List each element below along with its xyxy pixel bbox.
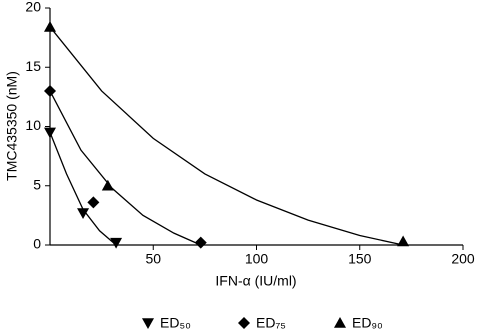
fit-curve <box>49 90 202 246</box>
point <box>110 237 123 249</box>
point <box>44 84 56 97</box>
point <box>44 20 56 32</box>
point <box>77 208 90 220</box>
point <box>397 235 410 247</box>
x-tick-label: 100 <box>245 251 269 267</box>
fit-curve <box>49 26 404 246</box>
y-tick-label: 10 <box>25 117 41 133</box>
point <box>101 179 114 191</box>
x-tick-label: 50 <box>145 251 161 267</box>
x-tick-label: 150 <box>348 251 372 267</box>
y-tick-label: 15 <box>25 58 41 74</box>
point <box>44 127 56 139</box>
point <box>87 196 100 209</box>
y-tick-label: 5 <box>33 176 41 192</box>
legend-marker <box>334 317 346 328</box>
legend-marker <box>238 317 250 329</box>
legend-label: ED₇₅ <box>256 315 286 331</box>
legend-label: ED₅₀ <box>160 315 191 331</box>
legend-marker <box>142 318 154 329</box>
x-axis-label: IFN-α (IU/ml) <box>215 273 296 289</box>
point <box>194 236 207 249</box>
legend-label: ED₉₀ <box>352 315 383 331</box>
x-tick-label: 200 <box>451 251 475 267</box>
y-axis-label: TMC435350 (nM) <box>4 71 20 181</box>
y-tick-label: 0 <box>33 236 41 252</box>
y-tick-label: 20 <box>25 0 41 15</box>
